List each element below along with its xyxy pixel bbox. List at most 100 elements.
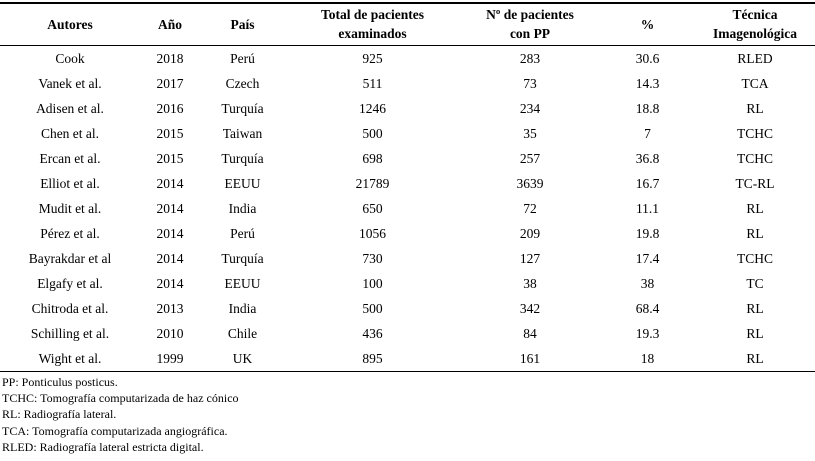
header-line: Técnica xyxy=(732,7,778,22)
cell-con-pp: 161 xyxy=(460,346,600,372)
header-ano: Año xyxy=(140,3,200,46)
cell-con-pp: 209 xyxy=(519,226,541,241)
cell-total: 895 xyxy=(285,346,460,372)
cell-con-pp: 3639 xyxy=(516,176,544,191)
cell-con-pp: 73 xyxy=(523,76,537,91)
table-row: Elgafy et al. 2014 EEUU 100 38 38 TC xyxy=(0,271,815,296)
cell-ano: 2014 xyxy=(156,276,184,291)
cell-ano: 2014 xyxy=(156,201,184,216)
header-autores: Autores xyxy=(0,3,140,46)
cell-pais: India xyxy=(228,301,257,316)
cell-tecnica: TCHC xyxy=(736,126,773,141)
cell-con-pp: 35 xyxy=(523,126,537,141)
cell-ano: 2010 xyxy=(156,326,184,341)
cell-autores: Mudit et al. xyxy=(38,201,102,216)
cell-total: 1246 xyxy=(359,101,386,116)
cell-pct: 30.6 xyxy=(635,51,660,66)
header-line: Imagenológica xyxy=(713,26,797,41)
cell-autores: Pérez et al. xyxy=(40,226,100,241)
cell-pct: 19.8 xyxy=(635,226,660,241)
cell-pais: India xyxy=(228,201,257,216)
header-porcentaje: % xyxy=(600,3,695,46)
cell-tecnica: RL xyxy=(746,201,764,216)
footnote-tchc: TCHC: Tomografía computarizada de haz có… xyxy=(2,391,239,406)
cell-pais: EEUU xyxy=(224,176,261,191)
header-line: Total de pacientes xyxy=(320,7,424,22)
cell-tecnica: RL xyxy=(746,326,764,341)
header-tecnica: Técnica Imagenológica xyxy=(695,3,815,46)
table-header: Autores Año País Total de pacientes exami… xyxy=(0,3,815,46)
cell-ano: 2015 xyxy=(156,126,184,141)
footnote-pp: PP: Ponticulus posticus. xyxy=(2,375,118,389)
cell-autores: Elgafy et al. xyxy=(37,276,103,291)
table-body: Cook 2018 Perú 925 283 30.6 RLED Vanek et al. 2… xyxy=(0,46,815,372)
table-row: Adisen et al. 2016 Turquía 1246 234 18.8 RL xyxy=(0,96,815,121)
cell-autores: Ercan et al. xyxy=(39,151,101,166)
cell-pct: 11.1 xyxy=(635,201,660,216)
cell-total: 21789 xyxy=(355,176,390,191)
cell-autores: Chitroda et al. xyxy=(31,301,109,316)
table-row: Wight et al. 1999 UK 895 161 18 RL xyxy=(0,346,815,372)
cell-total: 511 xyxy=(362,76,383,91)
cell-ano: 1999 xyxy=(140,346,200,372)
cell-ano: 2014 xyxy=(156,226,184,241)
table-row: Elliot et al. 2014 EEUU 21789 3639 16.7 TC-RL xyxy=(0,171,815,196)
header-line: examinados xyxy=(338,26,407,41)
cell-con-pp: 38 xyxy=(523,276,537,291)
cell-con-pp: 84 xyxy=(523,326,537,341)
cell-pais: Taiwan xyxy=(222,126,263,141)
cell-pais: Turquía xyxy=(221,101,264,116)
cell-pais: Chile xyxy=(227,326,258,341)
header-pacientes-con-pp: Nº de pacientes con PP xyxy=(460,3,600,46)
footnote-rl: RL: Radiografía lateral. xyxy=(2,407,117,422)
cell-pais: Czech xyxy=(225,76,260,91)
cell-pais: UK xyxy=(200,346,285,372)
table-row: Bayrakdar et al 2014 Turquía 730 127 17.4 TCHC xyxy=(0,246,815,271)
cell-total: 500 xyxy=(362,301,383,316)
header-line: con PP xyxy=(509,26,551,41)
cell-ano: 2017 xyxy=(156,76,184,91)
cell-tecnica: TCA xyxy=(741,76,769,91)
cell-pais: Perú xyxy=(230,226,255,241)
cell-total: 730 xyxy=(362,251,383,266)
cell-total: 1056 xyxy=(359,226,386,241)
cell-pais: Perú xyxy=(230,51,255,66)
cell-pct: 18.8 xyxy=(635,101,660,116)
cell-tecnica: TC xyxy=(746,276,764,291)
cell-autores: Wight et al. xyxy=(0,346,140,372)
header-pais: País xyxy=(200,3,285,46)
cell-tecnica: TCHC xyxy=(736,251,773,266)
cell-pct: 36.8 xyxy=(635,151,660,166)
header-line: Nº de pacientes xyxy=(486,7,574,22)
cell-tecnica: RL xyxy=(746,101,764,116)
cell-tecnica: RLED xyxy=(737,51,773,66)
table-row: Schilling et al. 2010 Chile 436 84 19.3 RL xyxy=(0,321,815,346)
cell-pct: 19.3 xyxy=(635,326,660,341)
cell-autores: Bayrakdar et al xyxy=(28,251,112,266)
cell-pais: Turquía xyxy=(221,251,264,266)
cell-autores: Elliot et al. xyxy=(40,176,100,191)
cell-ano: 2016 xyxy=(156,101,184,116)
cell-tecnica: RL xyxy=(746,301,764,316)
cell-pct: 68.4 xyxy=(635,301,660,316)
cell-pct: 38 xyxy=(640,276,655,291)
cell-pct: 17.4 xyxy=(635,251,660,266)
cell-autores: Chen et al. xyxy=(40,126,100,141)
cell-ano: 2015 xyxy=(156,151,184,166)
cell-ano: 2013 xyxy=(156,301,184,316)
cell-pct: 14.3 xyxy=(635,76,660,91)
cell-ano: 2014 xyxy=(156,251,184,266)
cell-autores: Adisen et al. xyxy=(36,101,104,116)
cell-con-pp: 283 xyxy=(519,51,541,66)
footnotes-block: PP: Ponticulus posticus. TCHC: Tomografí… xyxy=(0,372,815,455)
cell-con-pp: 72 xyxy=(523,201,537,216)
cell-tecnica: RL xyxy=(746,226,764,241)
cell-pct: 18 xyxy=(600,346,695,372)
cell-tecnica: TCHC xyxy=(736,151,773,166)
header-line: Año xyxy=(157,16,182,32)
cell-autores: Vanek et al. xyxy=(38,76,102,91)
cell-pct: 7 xyxy=(644,126,651,141)
cell-tecnica: RL xyxy=(695,346,815,372)
header-line: País xyxy=(230,16,255,32)
